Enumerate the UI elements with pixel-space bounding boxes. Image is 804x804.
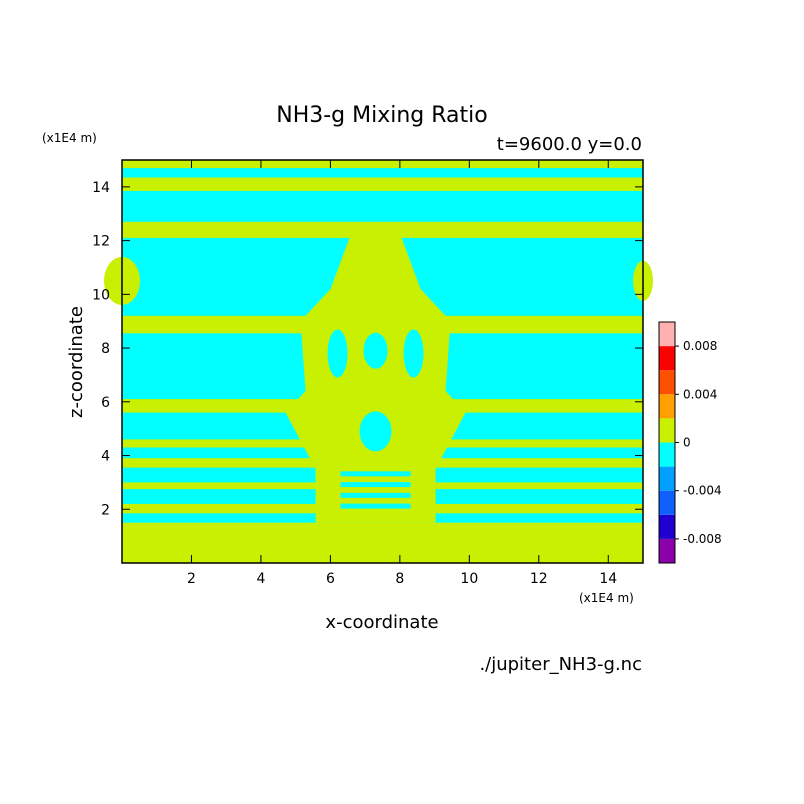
plume-cell [340,471,411,477]
y-tick-label: 10 [92,287,110,303]
chart-title: NH3-g Mixing Ratio [276,103,488,128]
x-tick-label: 4 [256,571,265,587]
colorbar-swatch [659,394,675,419]
plume-cell [340,482,411,488]
plume-cell [340,503,411,509]
y-axis: 2 4 6 8 10 12 14 [92,180,643,518]
plume-cell [403,329,424,378]
colorbar-label: -0.008 [683,532,722,546]
x-tick-label: 12 [530,571,548,587]
colorbar-swatch [659,322,675,347]
x-axis: 2 4 6 8 10 12 14 [187,160,617,587]
y-tick-label: 8 [101,341,110,357]
colorbar-swatch [659,538,675,563]
plot-area [104,159,653,564]
chart-subtitle: t=9600.0 y=0.0 [497,134,642,155]
x-unit-label: (x1E4 m) [579,591,634,605]
y-unit-label: (x1E4 m) [42,131,97,145]
colorbar-label: -0.004 [683,484,722,498]
x-tick-label: 6 [326,571,335,587]
plume-cell [359,411,392,452]
colorbar-label: 0.008 [683,339,717,353]
colorbar-swatch [659,346,675,371]
x-tick-label: 8 [395,571,404,587]
y-tick-label: 14 [92,180,110,196]
colorbar-swatch [659,514,675,539]
x-tick-label: 2 [187,571,196,587]
colorbar-swatch [659,490,675,515]
colorbar-swatch [659,370,675,395]
y-tick-label: 12 [92,234,110,250]
field-band [122,190,643,222]
y-tick-label: 2 [101,502,110,518]
plume [285,235,466,523]
plume-cell [327,329,348,378]
field-band [122,168,643,178]
colorbar-swatch [659,418,675,443]
y-axis-label: z-coordinate [66,306,87,418]
x-tick-label: 10 [460,571,478,587]
y-tick-label: 4 [101,449,110,465]
central-structure [104,235,653,523]
colorbar: 0.008 0.004 0 -0.004 -0.008 [658,321,722,564]
plume-cell [363,332,388,369]
colorbar-swatch [659,442,675,467]
colorbar-swatch [659,466,675,491]
x-tick-label: 14 [599,571,617,587]
colorbar-label: 0 [683,436,691,450]
plot-frame [121,159,644,564]
colorbar-label: 0.004 [683,387,717,401]
filename-label: ./jupiter_NH3-g.nc [479,654,642,675]
plume-cell [340,492,411,498]
y-tick-label: 6 [101,395,110,411]
x-axis-label: x-coordinate [325,612,438,633]
